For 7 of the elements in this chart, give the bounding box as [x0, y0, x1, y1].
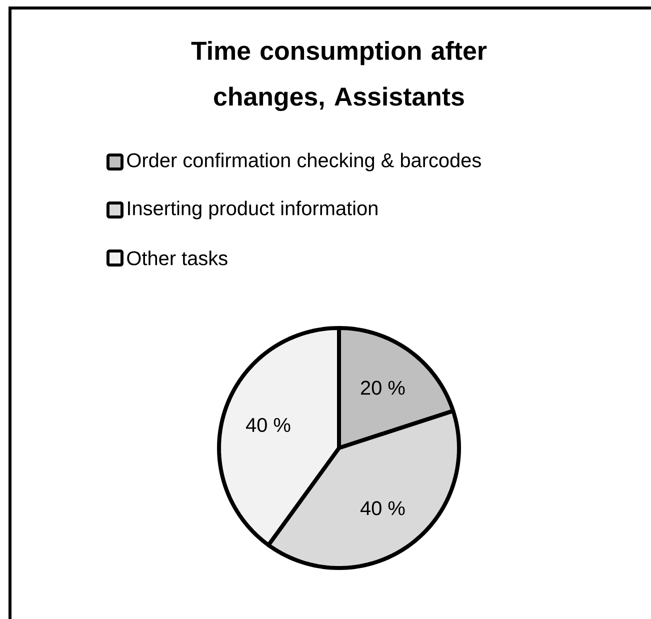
- legend-label: Inserting product information: [128, 200, 378, 220]
- legend-label: Order confirmation checking & barcodes: [127, 152, 481, 172]
- data-label: 40 %: [360, 501, 405, 516]
- chart-title: Time consumption after changes, Assistants: [191, 40, 487, 112]
- legend-label: Other tasks: [127, 250, 228, 266]
- data-label: 40 %: [246, 418, 290, 432]
- data-label: 20 %: [361, 380, 405, 395]
